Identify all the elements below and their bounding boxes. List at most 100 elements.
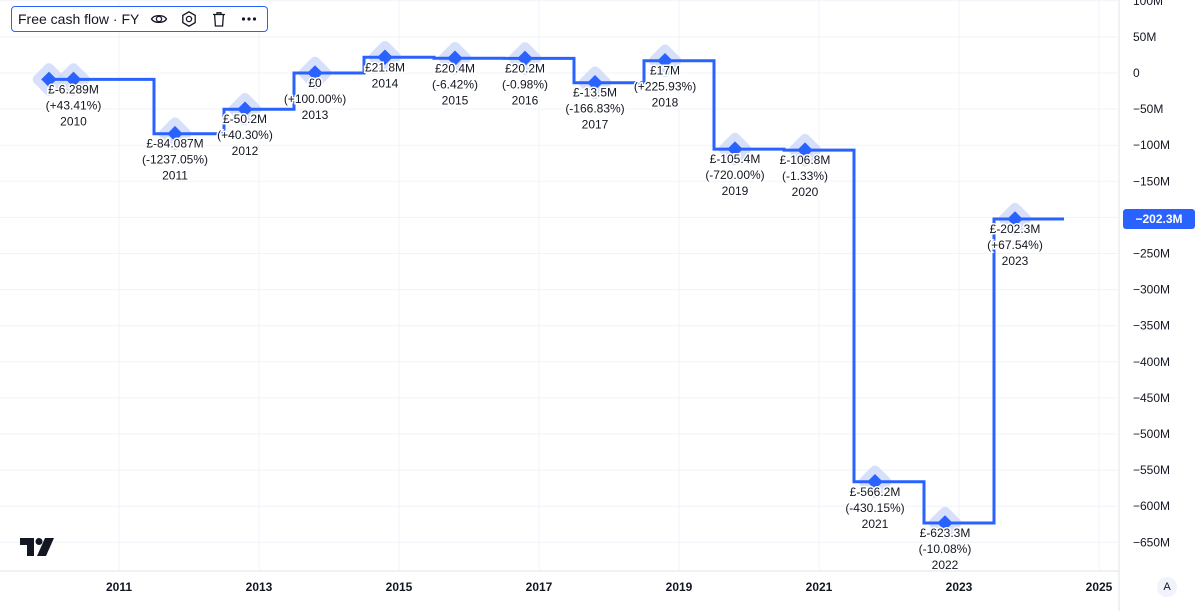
- point-label: £17M (+225.93%) 2018: [632, 62, 697, 111]
- point-markers: [41, 49, 1023, 531]
- point-year-label: 2022: [932, 558, 959, 572]
- x-tick-label: 2017: [526, 580, 553, 594]
- legend-bar[interactable]: Free cash flow · FY: [11, 6, 269, 32]
- point-label: £-84.087M (-1237.05%) 2011: [140, 135, 209, 184]
- point-marker: [727, 141, 743, 157]
- point-year-label: 2012: [232, 144, 259, 158]
- x-axis-labels: 2011 2013 2015 2017 2019 2021 2023 2025: [106, 580, 1113, 594]
- point-label: £21.8M 2014: [363, 59, 406, 92]
- y-tick-label: −400M: [1133, 355, 1170, 369]
- y-tick-label: −50M: [1133, 102, 1163, 116]
- point-marker: [1007, 211, 1023, 227]
- point-label: £-566.2M (-430.15%) 2021: [844, 483, 906, 532]
- point-year-label: 2018: [652, 96, 679, 110]
- y-tick-label: −100M: [1133, 138, 1170, 152]
- point-value-label: £17M: [650, 64, 680, 78]
- y-tick-label: −450M: [1133, 391, 1170, 405]
- point-value-label: £-566.2M: [850, 485, 901, 499]
- current-value-tag: −202.3M: [1123, 209, 1195, 230]
- point-marker: [167, 125, 183, 142]
- point-change-label: (-1237.05%): [142, 153, 208, 167]
- point-value-label: £20.2M: [505, 61, 545, 75]
- point-year-label: 2017: [582, 118, 609, 132]
- x-tick-label: 2025: [1086, 580, 1113, 594]
- y-tick-label: −350M: [1133, 319, 1170, 333]
- point-marker: [797, 142, 813, 158]
- point-change-label: (-10.08%): [919, 542, 972, 556]
- point-change-label: (+40.30%): [217, 128, 273, 142]
- point-label: £-50.2M (+40.30%) 2012: [216, 111, 275, 160]
- grid-lines: [0, 0, 1120, 611]
- point-halos: [32, 40, 1032, 540]
- point-value-label: £-106.8M: [780, 153, 831, 167]
- point-year-label: 2020: [792, 185, 819, 199]
- point-change-label: (+225.93%): [634, 80, 696, 94]
- x-tick-label: 2019: [666, 580, 693, 594]
- y-tick-label: 50M: [1133, 30, 1156, 44]
- point-change-label: (-6.42%): [432, 77, 478, 91]
- point-year-label: 2010: [60, 114, 87, 128]
- point-marker: [41, 71, 57, 88]
- point-change-label: (-430.15%): [845, 501, 904, 515]
- point-labels: £-6.289M (+43.41%) 2010 £-84.087M (-1237.05%…: [44, 59, 1044, 574]
- trash-icon[interactable]: [209, 9, 229, 29]
- current-value-box: [1123, 209, 1195, 230]
- point-year-label: 2021: [862, 517, 889, 531]
- y-tick-label: −150M: [1133, 174, 1170, 188]
- point-value-label: £0: [308, 76, 322, 90]
- point-value-label: £-623.3M: [920, 526, 971, 540]
- y-tick-label: 100M: [1133, 0, 1163, 8]
- point-year-label: 2013: [302, 108, 329, 122]
- point-change-label: (-166.83%): [565, 102, 624, 116]
- x-tick-label: 2023: [946, 580, 973, 594]
- y-axis-labels: 100M50M0−50M−100M−150M−200M−250M−300M−35…: [1133, 0, 1170, 549]
- eye-icon[interactable]: [149, 9, 169, 29]
- point-marker: [937, 515, 953, 531]
- point-label: £-623.3M (-10.08%) 2022: [917, 525, 973, 574]
- y-tick-label: 0: [1133, 66, 1140, 80]
- point-value-label: £21.8M: [365, 60, 405, 74]
- point-label: £-105.4M (-720.00%) 2019: [704, 151, 766, 200]
- point-year-label: 2019: [722, 184, 749, 198]
- point-year-label: 2015: [442, 93, 469, 107]
- point-change-label: (+67.54%): [987, 238, 1043, 252]
- y-tick-label: −650M: [1133, 535, 1170, 549]
- current-value-label: −202.3M: [1135, 212, 1182, 226]
- point-label: £0 (+100.00%) 2013: [282, 75, 347, 124]
- point-value-label: £20.4M: [435, 61, 475, 75]
- point-change-label: (-720.00%): [705, 168, 764, 182]
- y-tick-label: −500M: [1133, 427, 1170, 441]
- settings-icon[interactable]: [179, 9, 199, 29]
- y-tick-label: −600M: [1133, 499, 1170, 513]
- point-label: £20.2M (-0.98%) 2016: [500, 60, 549, 109]
- point-marker: [65, 71, 82, 88]
- x-tick-label: 2015: [386, 580, 413, 594]
- point-value-label: £-202.3M: [990, 222, 1041, 236]
- auto-scale-button[interactable]: A: [1157, 577, 1177, 597]
- point-change-label: (-0.98%): [502, 77, 548, 91]
- point-year-label: 2023: [1002, 254, 1029, 268]
- legend-title: Free cash flow · FY: [18, 11, 140, 27]
- tradingview-logo: [20, 537, 54, 562]
- y-tick-label: −550M: [1133, 463, 1170, 477]
- point-year-label: 2011: [162, 169, 188, 183]
- point-change-label: (+43.41%): [46, 98, 102, 112]
- more-icon[interactable]: [239, 9, 259, 29]
- point-label: £20.4M (-6.42%) 2015: [430, 60, 479, 109]
- x-tick-label: 2013: [246, 580, 273, 594]
- x-tick-label: 2021: [806, 580, 833, 594]
- y-tick-label: −250M: [1133, 247, 1170, 261]
- point-year-label: 2014: [372, 76, 399, 90]
- point-value-label: £-13.5M: [573, 86, 617, 100]
- point-marker: [237, 101, 253, 118]
- point-year-label: 2016: [512, 93, 539, 107]
- point-label: £-13.5M (-166.83%) 2017: [564, 84, 626, 133]
- point-label: £-6.289M (+43.41%) 2010: [44, 81, 103, 130]
- point-label: £-106.8M (-1.33%) 2020: [778, 152, 832, 201]
- x-tick-label: 2011: [106, 580, 132, 594]
- point-value-label: £-6.289M: [48, 82, 99, 96]
- point-change-label: (-1.33%): [782, 169, 828, 183]
- point-change-label: (+100.00%): [284, 92, 346, 106]
- point-value-label: £-50.2M: [223, 112, 267, 126]
